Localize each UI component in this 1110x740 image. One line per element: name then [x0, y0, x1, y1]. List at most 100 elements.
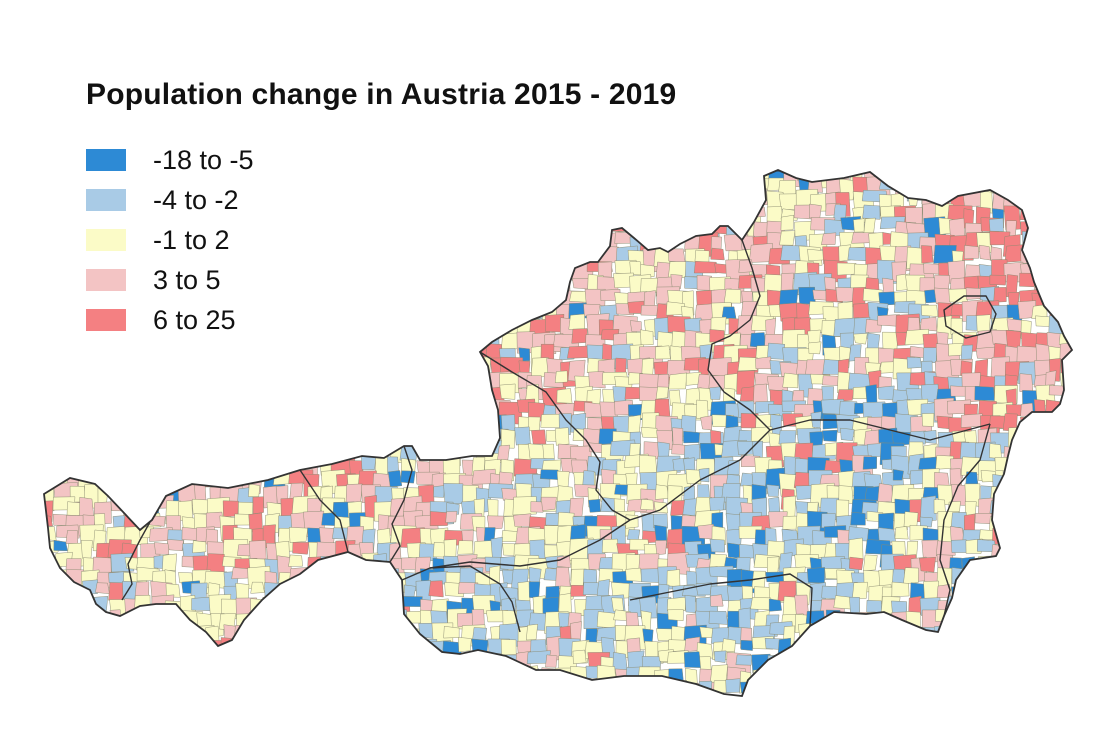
municipality-cell — [95, 611, 109, 632]
municipality-cell — [1045, 512, 1062, 528]
municipality-cell — [138, 639, 155, 660]
municipality-cell — [362, 666, 378, 680]
municipality-cell — [993, 287, 1007, 303]
municipality-cell — [264, 414, 286, 428]
municipality-cell — [473, 654, 494, 679]
municipality-cell — [695, 205, 707, 223]
municipality-cell — [443, 483, 465, 505]
municipality-cell — [740, 175, 759, 193]
municipality-cell — [386, 385, 412, 409]
municipality-cell — [654, 694, 669, 696]
municipality-cell — [1078, 431, 1100, 445]
municipality-cell — [822, 429, 838, 442]
municipality-cell — [166, 428, 193, 444]
municipality-cell — [669, 206, 688, 230]
municipality-cell — [318, 290, 340, 314]
municipality-cell — [723, 288, 742, 304]
municipality-cell — [555, 679, 580, 696]
municipality-cell — [376, 193, 394, 210]
municipality-cell — [498, 286, 515, 300]
municipality-cell — [44, 695, 53, 696]
municipality-cell — [1003, 567, 1027, 592]
municipality-cell — [833, 595, 852, 610]
municipality-cell — [95, 621, 113, 635]
municipality-cell — [67, 692, 84, 696]
municipality-cell — [1061, 398, 1072, 421]
municipality-cell — [149, 441, 172, 457]
municipality-cell — [668, 372, 688, 390]
municipality-cell — [430, 288, 446, 309]
municipality-cell — [93, 455, 112, 476]
municipality-cell — [922, 170, 935, 186]
municipality-cell — [280, 627, 302, 648]
municipality-cell — [431, 248, 444, 268]
municipality-cell — [79, 441, 105, 460]
municipality-cell — [656, 191, 672, 211]
municipality-cell — [989, 443, 1002, 460]
municipality-cell — [358, 275, 378, 289]
municipality-cell — [596, 665, 617, 685]
municipality-cell — [1060, 500, 1072, 513]
municipality-cell — [1019, 653, 1034, 676]
municipality-cell — [233, 446, 253, 463]
municipality-cell — [345, 248, 361, 262]
municipality-cell — [684, 204, 701, 225]
municipality-cell — [976, 582, 992, 607]
municipality-cell — [711, 180, 726, 204]
municipality-cell — [445, 245, 462, 261]
municipality-cell — [559, 249, 585, 263]
municipality-cell — [849, 596, 861, 621]
municipality-cell — [405, 664, 430, 690]
municipality-cell — [222, 668, 238, 688]
municipality-cell — [334, 273, 348, 287]
municipality-cell — [824, 665, 846, 680]
municipality-cell — [712, 187, 728, 205]
municipality-cell — [1064, 319, 1072, 339]
municipality-cell — [978, 693, 996, 696]
municipality-cell — [320, 249, 343, 270]
municipality-cell — [305, 203, 332, 220]
municipality-cell — [319, 361, 335, 381]
municipality-cell — [880, 667, 900, 686]
municipality-cell — [865, 384, 878, 406]
municipality-cell — [698, 170, 710, 173]
municipality-cell — [602, 695, 621, 696]
municipality-cell — [419, 175, 436, 191]
municipality-cell — [740, 640, 753, 651]
municipality-cell — [252, 695, 277, 696]
municipality-cell — [135, 347, 154, 361]
municipality-cell — [877, 385, 895, 401]
municipality-cell — [753, 383, 768, 405]
municipality-cell — [485, 170, 509, 175]
municipality-cell — [1016, 524, 1038, 537]
municipality-cell — [573, 695, 595, 696]
municipality-cell — [417, 443, 433, 460]
municipality-cell — [163, 639, 177, 659]
municipality-cell — [262, 320, 284, 338]
municipality-cell — [557, 208, 580, 231]
municipality-cell — [457, 668, 471, 683]
municipality-cell — [657, 218, 676, 243]
municipality-cell — [546, 248, 563, 261]
municipality-cell — [503, 666, 519, 683]
municipality-cell — [850, 626, 873, 650]
municipality-cell — [1007, 637, 1026, 659]
municipality-cell — [833, 626, 850, 645]
municipality-cell — [545, 654, 558, 668]
municipality-cell — [555, 170, 578, 188]
municipality-cell — [584, 401, 603, 418]
municipality-cell — [1045, 470, 1066, 487]
municipality-cell — [260, 306, 278, 330]
municipality-cell — [965, 611, 990, 623]
municipality-cell — [1003, 544, 1023, 563]
municipality-cell — [432, 317, 451, 340]
municipality-cell — [53, 234, 76, 250]
municipality-cell — [248, 612, 268, 636]
legend-swatch — [86, 189, 126, 211]
municipality-cell — [303, 318, 323, 341]
municipality-cell — [388, 358, 411, 377]
municipality-cell — [177, 681, 191, 696]
municipality-cell — [346, 583, 364, 599]
municipality-cell — [375, 286, 393, 303]
municipality-cell — [247, 650, 269, 666]
